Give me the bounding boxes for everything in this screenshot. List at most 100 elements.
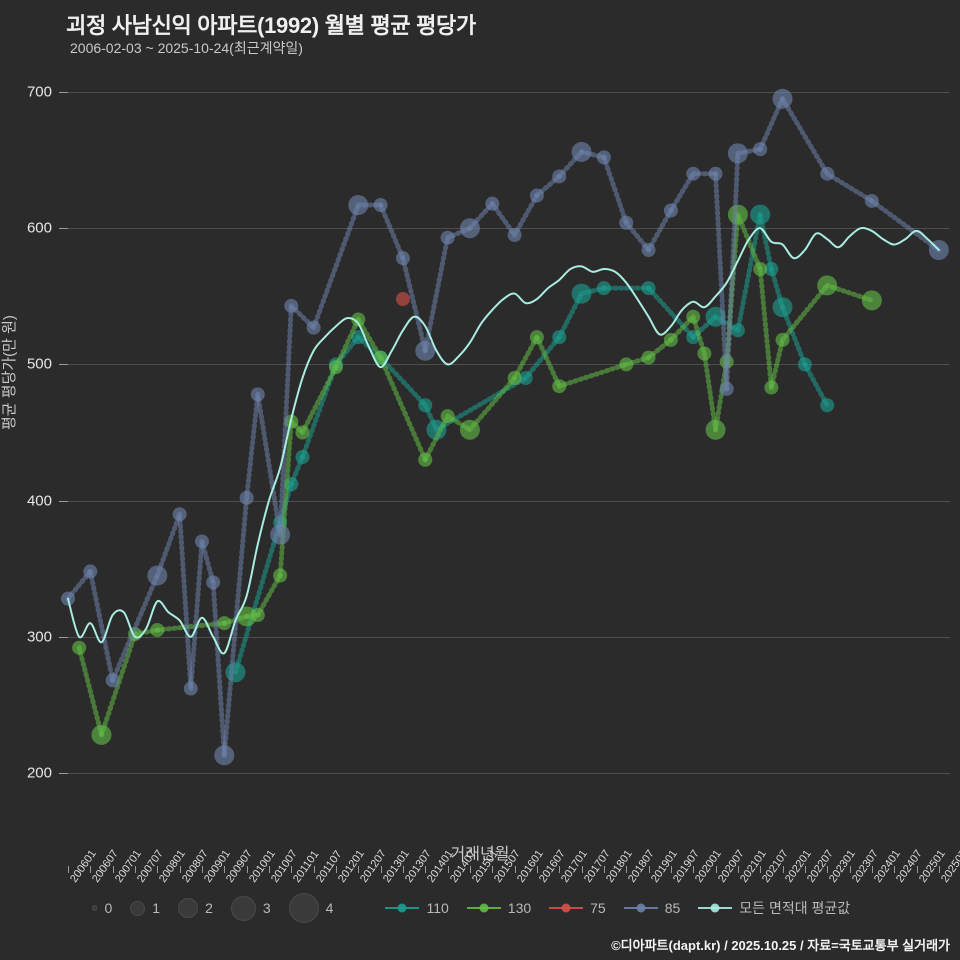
data-point[interactable] <box>705 419 726 440</box>
data-point[interactable] <box>348 195 369 216</box>
data-point[interactable] <box>772 88 793 109</box>
data-point[interactable] <box>571 283 592 304</box>
data-point[interactable] <box>284 298 299 313</box>
data-point[interactable] <box>861 290 882 311</box>
data-point[interactable] <box>270 524 291 545</box>
data-point[interactable] <box>596 281 611 296</box>
data-point[interactable] <box>105 673 120 688</box>
data-point[interactable] <box>328 360 343 375</box>
data-point[interactable] <box>864 193 879 208</box>
data-point[interactable] <box>236 606 257 627</box>
data-point[interactable] <box>641 350 656 365</box>
data-point[interactable] <box>295 450 310 465</box>
data-point[interactable] <box>552 330 567 345</box>
data-point[interactable] <box>750 204 771 225</box>
data-point[interactable] <box>217 616 232 631</box>
data-point[interactable] <box>214 745 235 766</box>
legend-size-item[interactable]: 0 <box>91 900 112 916</box>
legend-series-item[interactable]: 75 <box>549 900 606 916</box>
data-point[interactable] <box>727 204 748 225</box>
data-point[interactable] <box>395 251 410 266</box>
data-point[interactable] <box>641 242 656 257</box>
data-point[interactable] <box>772 297 793 318</box>
data-point[interactable] <box>250 387 265 402</box>
data-point[interactable] <box>552 169 567 184</box>
data-point[interactable] <box>730 323 745 338</box>
data-point[interactable] <box>663 332 678 347</box>
legend-series-item[interactable]: 110 <box>385 900 449 916</box>
data-point[interactable] <box>529 330 544 345</box>
x-tick-mark <box>291 866 293 873</box>
data-point[interactable] <box>147 565 168 586</box>
legend-size-item[interactable]: 1 <box>130 900 160 916</box>
data-point[interactable] <box>373 350 388 365</box>
data-point[interactable] <box>708 166 723 181</box>
data-point[interactable] <box>753 142 768 157</box>
data-point[interactable] <box>183 681 198 696</box>
data-point[interactable] <box>351 312 366 327</box>
legend-series-item[interactable]: 85 <box>623 900 680 916</box>
data-point[interactable] <box>395 292 410 307</box>
legend-bubble-icon <box>288 893 319 923</box>
data-point[interactable] <box>91 724 112 745</box>
data-point[interactable] <box>663 203 678 218</box>
x-tick-mark <box>335 866 337 873</box>
data-point[interactable] <box>817 275 838 296</box>
data-point[interactable] <box>273 568 288 583</box>
data-point[interactable] <box>306 320 321 335</box>
data-point[interactable] <box>440 409 455 424</box>
legend-size-item[interactable]: 2 <box>178 898 213 918</box>
y-tick-label: 600 <box>26 219 52 237</box>
data-point[interactable] <box>239 490 254 505</box>
data-point[interactable] <box>820 166 835 181</box>
data-point[interactable] <box>418 452 433 467</box>
data-point[interactable] <box>72 640 87 655</box>
data-point[interactable] <box>351 330 366 345</box>
data-point[interactable] <box>764 262 779 277</box>
data-point[interactable] <box>172 507 187 522</box>
data-point[interactable] <box>641 281 656 296</box>
data-point[interactable] <box>295 425 310 440</box>
data-point[interactable] <box>485 196 500 211</box>
legend-bubble-icon <box>130 900 146 916</box>
data-point[interactable] <box>83 564 98 579</box>
data-point[interactable] <box>373 198 388 213</box>
data-point[interactable] <box>415 340 436 361</box>
data-point[interactable] <box>250 608 265 623</box>
data-point[interactable] <box>596 150 611 165</box>
legend-series-item[interactable]: 모든 면적대 평균값 <box>698 898 850 918</box>
data-point[interactable] <box>619 357 634 372</box>
data-point[interactable] <box>459 218 480 239</box>
data-point[interactable] <box>206 575 221 590</box>
legend-size-item[interactable]: 4 <box>288 893 333 923</box>
data-point[interactable] <box>764 380 779 395</box>
legend-bubble-icon <box>178 898 199 918</box>
data-point[interactable] <box>797 357 812 372</box>
data-point[interactable] <box>459 419 480 440</box>
data-point[interactable] <box>440 230 455 245</box>
data-point[interactable] <box>775 332 790 347</box>
legend-size-item[interactable]: 3 <box>230 895 271 921</box>
data-point[interactable] <box>727 143 748 164</box>
data-point[interactable] <box>418 398 433 413</box>
legend-series-label: 130 <box>507 900 532 916</box>
y-tick-mark <box>59 773 68 774</box>
data-point[interactable] <box>507 228 522 243</box>
data-point[interactable] <box>571 141 592 162</box>
data-point[interactable] <box>150 622 165 637</box>
legend-series-item[interactable]: 130 <box>466 900 532 916</box>
data-point[interactable] <box>194 534 209 549</box>
data-point[interactable] <box>697 346 712 361</box>
data-point[interactable] <box>552 379 567 394</box>
data-point[interactable] <box>753 262 768 277</box>
data-point[interactable] <box>719 381 734 396</box>
data-point[interactable] <box>529 188 544 203</box>
data-point[interactable] <box>820 398 835 413</box>
data-point[interactable] <box>518 371 533 386</box>
connector-segment <box>299 364 339 435</box>
data-point[interactable] <box>507 371 522 386</box>
data-point[interactable] <box>225 662 246 683</box>
data-point[interactable] <box>686 309 701 324</box>
data-point[interactable] <box>619 215 634 230</box>
data-point[interactable] <box>686 166 701 181</box>
